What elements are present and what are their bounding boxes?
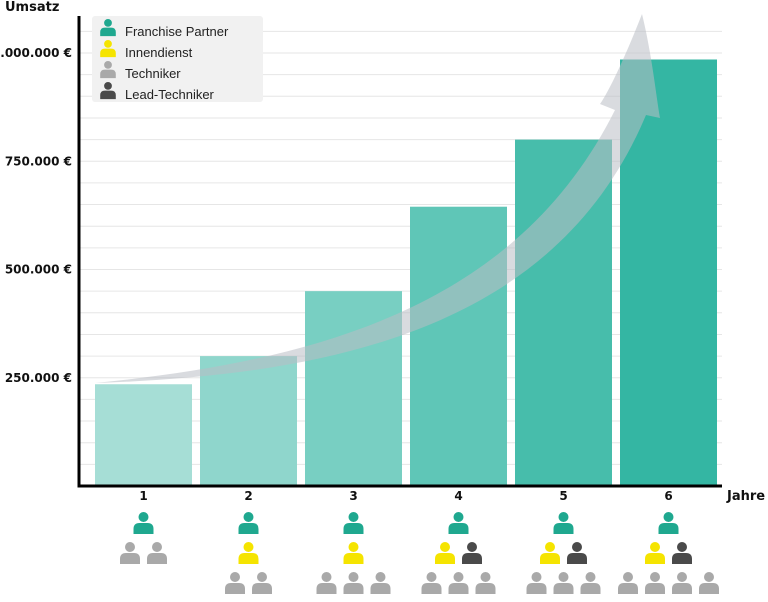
bars <box>95 59 717 487</box>
axes <box>77 16 722 488</box>
team-year-4 <box>421 512 496 594</box>
x-tick-label: 1 <box>139 489 147 503</box>
team-year-5 <box>526 512 601 594</box>
techniker-icon <box>645 572 665 594</box>
franchise-partner-icon <box>238 512 259 534</box>
franchise-partner-icon <box>448 512 469 534</box>
bar-year-1 <box>95 384 192 486</box>
team-year-2 <box>225 512 272 594</box>
legend-label: Lead-Techniker <box>125 87 215 102</box>
franchise-partner-icon <box>133 512 154 534</box>
techniker-icon <box>475 572 496 594</box>
lead-techniker-icon <box>462 542 482 564</box>
gridlines <box>80 30 722 465</box>
y-tick-label: 1.000.000 € <box>0 46 72 60</box>
techniker-icon <box>526 572 547 594</box>
lead-techniker-icon <box>672 542 692 564</box>
techniker-icon <box>448 572 469 594</box>
x-tick-label: 5 <box>559 489 567 503</box>
techniker-icon <box>252 572 272 594</box>
innendienst-icon <box>343 542 364 564</box>
legend-person-icon <box>100 19 116 37</box>
innendienst-icon <box>645 542 665 564</box>
team-year-1 <box>120 512 167 564</box>
y-tick-labels: 250.000 € 500.000 € 750.000 € 1.000.000 € <box>0 46 72 385</box>
techniker-icon <box>421 572 442 594</box>
team-year-3 <box>316 512 391 594</box>
techniker-icon <box>147 542 167 564</box>
techniker-icon <box>672 572 692 594</box>
x-tick-labels: 1 2 3 4 5 6 <box>139 489 672 503</box>
x-tick-label: 3 <box>349 489 357 503</box>
legend-person-icon <box>100 82 116 100</box>
franchise-partner-icon <box>343 512 364 534</box>
techniker-icon <box>370 572 391 594</box>
legend-person-icon <box>100 61 116 79</box>
techniker-icon <box>580 572 601 594</box>
franchise-partner-icon <box>658 512 679 534</box>
bar-year-4 <box>410 206 507 486</box>
team-year-6 <box>618 512 719 594</box>
techniker-icon <box>316 572 337 594</box>
y-axis-title: Umsatz <box>5 0 59 15</box>
legend: Franchise Partner Innendienst Techniker Lea… <box>92 16 263 102</box>
techniker-icon <box>343 572 364 594</box>
y-tick-label: 250.000 € <box>5 371 72 385</box>
bar-year-2 <box>200 356 297 486</box>
innendienst-icon <box>238 542 259 564</box>
x-tick-label: 4 <box>454 489 462 503</box>
techniker-icon <box>553 572 574 594</box>
y-tick-label: 500.000 € <box>5 263 72 277</box>
techniker-icon <box>699 572 719 594</box>
franchise-partner-icon <box>553 512 574 534</box>
legend-person-icon <box>100 40 116 58</box>
legend-label: Innendienst <box>125 45 193 60</box>
lead-techniker-icon <box>567 542 587 564</box>
legend-label: Franchise Partner <box>125 24 229 39</box>
team-icons <box>120 512 719 594</box>
techniker-icon <box>225 572 245 594</box>
legend-label: Techniker <box>125 66 181 81</box>
innendienst-icon <box>435 542 455 564</box>
y-tick-label: 750.000 € <box>5 154 72 168</box>
techniker-icon <box>618 572 638 594</box>
innendienst-icon <box>540 542 560 564</box>
x-tick-label: 2 <box>244 489 252 503</box>
legend-background <box>92 16 263 102</box>
techniker-icon <box>120 542 140 564</box>
x-tick-label: 6 <box>664 489 672 503</box>
x-axis-title: Jahre <box>726 489 765 504</box>
